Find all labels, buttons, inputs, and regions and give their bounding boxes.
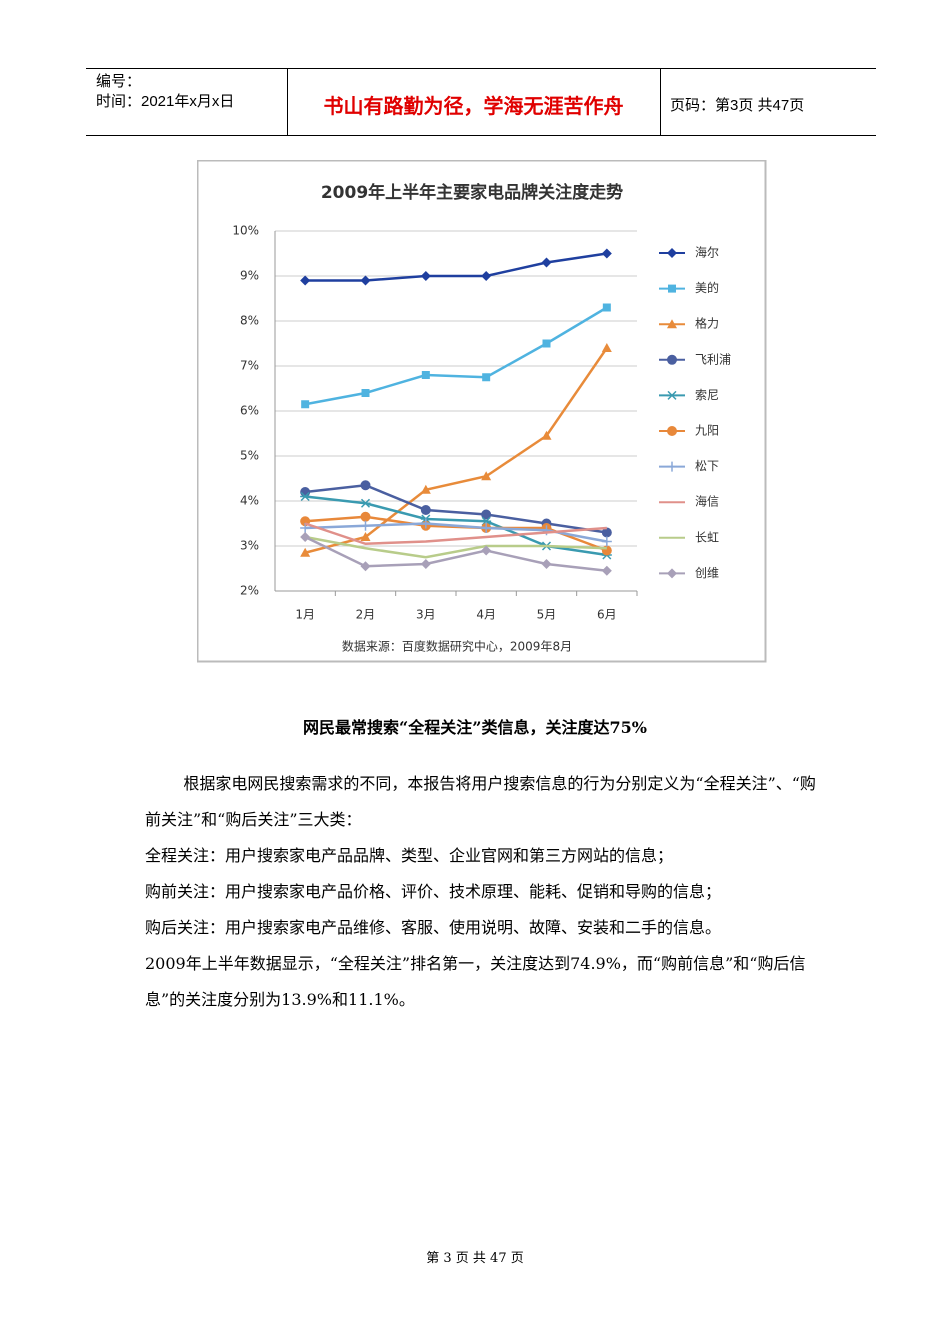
marker [541, 257, 552, 268]
x-tick-label: 4月 [476, 608, 496, 622]
y-tick-label: 7% [240, 359, 259, 373]
series-line [304, 535, 607, 559]
motto: 书山有路勤为径，学海无涯苦作舟 [323, 94, 624, 118]
marker [481, 509, 492, 520]
marker [602, 303, 611, 312]
legend-label: 海信 [695, 494, 719, 509]
legend-label: 海尔 [695, 245, 719, 260]
y-tick-label: 9% [240, 269, 259, 283]
x-tick-label: 2月 [356, 608, 376, 622]
marker [420, 505, 431, 515]
marker [360, 480, 371, 491]
y-tick-label: 10% [232, 224, 259, 238]
chart: 2009年上半年主要家电品牌关注度走势 数据来源：百度数据研究中心，2009年8… [197, 160, 767, 663]
y-tick-label: 8% [240, 314, 259, 328]
paragraph: 购后关注：用户搜索家电产品维修、客服、使用说明、故障、安装和二手的信息。 [145, 918, 722, 937]
series-line [304, 535, 607, 572]
marker [420, 559, 431, 569]
x-tick-label: 5月 [537, 608, 557, 622]
marker [420, 484, 431, 494]
marker [667, 354, 677, 365]
marker [667, 568, 677, 579]
x-tick-label: 1月 [295, 608, 315, 622]
x-tick-label: 3月 [416, 608, 436, 622]
marker [667, 390, 677, 400]
marker [667, 426, 677, 436]
section-heading: 网民最常搜索“全程关注”类信息，关注度达75% [303, 718, 647, 737]
header-border [86, 135, 876, 136]
header-border [86, 68, 876, 69]
legend-label: 索尼 [695, 388, 719, 402]
paragraph: 购前关注：用户搜索家电产品价格、评价、技术原理、能耗、促销和导购的信息； [145, 882, 722, 901]
marker [601, 527, 612, 538]
marker [481, 523, 492, 533]
footer: 第 3 页 共 47 页 [426, 1251, 524, 1266]
legend-label: 创维 [695, 566, 719, 580]
legend-label: 格力 [695, 316, 719, 331]
y-tick-label: 3% [240, 539, 259, 553]
legend-label: 飞利浦 [695, 352, 731, 366]
doc-date: 时间：2021年x月x日 [96, 93, 235, 110]
marker [300, 275, 311, 286]
legend-label: 长虹 [695, 530, 719, 544]
y-tick-label: 6% [240, 404, 259, 418]
legend-label: 美的 [695, 280, 719, 295]
marker [301, 400, 310, 409]
marker [360, 498, 371, 508]
marker [601, 343, 612, 352]
header-divider [660, 68, 661, 136]
marker [601, 248, 612, 259]
marker [300, 532, 311, 542]
marker [481, 471, 492, 481]
chart-title: 2009年上半年主要家电品牌关注度走势 [321, 182, 623, 203]
body-text: 根据家电网民搜索需求的不同，本报告将用户搜索信息的行为分别定义为“全程关注”、“… [145, 766, 817, 1018]
legend-label: 九阳 [695, 424, 719, 438]
marker [361, 389, 370, 397]
marker [300, 491, 311, 502]
marker [481, 545, 492, 556]
paragraph: 全程关注：用户搜索家电产品品牌、类型、企业官网和第三方网站的信息； [145, 846, 674, 865]
marker [360, 561, 371, 572]
marker [360, 532, 371, 541]
marker [668, 284, 676, 293]
series-line [305, 483, 608, 534]
marker [420, 518, 431, 529]
marker [601, 536, 612, 547]
marker [420, 271, 431, 281]
paragraph: 根据家电网民搜索需求的不同，本报告将用户搜索信息的行为分别定义为“全程关注”、“… [145, 774, 816, 829]
chart-source: 数据来源：百度数据研究中心，2009年8月 [342, 639, 572, 654]
y-tick-label: 4% [240, 494, 259, 508]
marker [300, 547, 311, 557]
page-number: 页码：第3页 共47页 [670, 97, 805, 114]
marker [601, 565, 612, 576]
series-line [304, 522, 607, 546]
paragraph: 2009年上半年数据显示，“全程关注”排名第一，关注度达到74.9%，而“购前信… [145, 954, 806, 1009]
marker [667, 319, 677, 329]
series-line [304, 306, 608, 406]
y-tick-label: 5% [240, 449, 259, 463]
x-tick-label: 6月 [597, 608, 617, 622]
marker [360, 275, 371, 286]
y-tick-label: 2% [240, 584, 259, 598]
marker [667, 461, 677, 472]
marker [481, 271, 492, 281]
marker [421, 371, 430, 379]
marker [541, 430, 552, 440]
marker [541, 559, 552, 569]
legend-label: 松下 [695, 459, 719, 473]
series-line [305, 252, 608, 282]
header-divider [287, 68, 288, 136]
marker [542, 339, 551, 348]
doc-number: 编号： [96, 73, 142, 90]
marker [360, 511, 371, 522]
marker [360, 520, 371, 531]
marker [482, 373, 491, 382]
marker [667, 248, 677, 258]
